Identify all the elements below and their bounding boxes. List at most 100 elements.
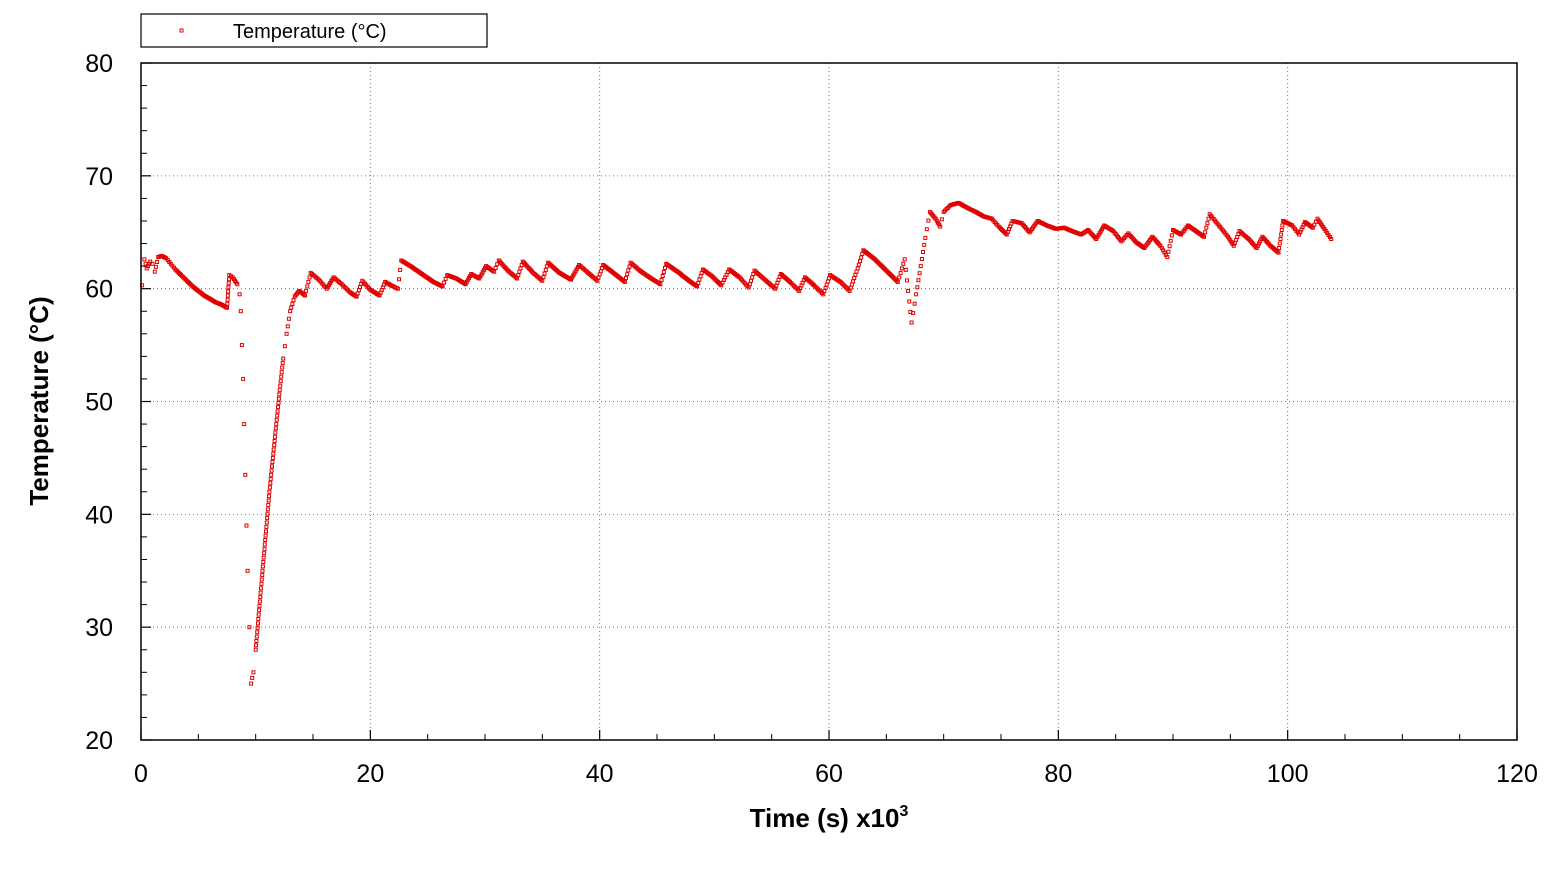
- data-point: [938, 224, 943, 229]
- data-point: [148, 259, 153, 264]
- data-point: [543, 267, 548, 272]
- data-point: [542, 271, 547, 276]
- data-point: [225, 305, 229, 310]
- x-tick-label: 80: [1044, 760, 1072, 788]
- data-point: [150, 261, 155, 266]
- data-point: [276, 400, 281, 405]
- data-point: [895, 279, 900, 284]
- data-point: [1278, 237, 1283, 241]
- data-point: [254, 634, 259, 639]
- data-point: [264, 529, 268, 534]
- data-point: [270, 455, 275, 460]
- x-axis-title-exponent: 3: [899, 803, 908, 820]
- data-point: [266, 502, 271, 507]
- data-point: [257, 603, 262, 608]
- data-point: [286, 316, 291, 321]
- legend-label: Temperature (°C): [233, 21, 387, 43]
- data-point: [443, 276, 448, 281]
- legend-marker: [179, 28, 184, 33]
- data-point: [256, 621, 260, 626]
- data-point: [257, 599, 262, 604]
- data-point: [898, 270, 903, 275]
- data-point: [918, 264, 923, 269]
- data-point: [258, 595, 263, 600]
- data-point: [237, 292, 242, 297]
- data-point: [661, 270, 666, 274]
- legend-box: [140, 13, 488, 48]
- data-point: [305, 284, 310, 289]
- data-point: [279, 374, 284, 379]
- data-point: [288, 309, 293, 314]
- data-point: [235, 282, 240, 287]
- data-point: [256, 612, 261, 617]
- data-point: [660, 274, 665, 278]
- data-point: [1204, 225, 1209, 230]
- data-point: [272, 443, 277, 448]
- data-point: [906, 288, 911, 293]
- data-point: [284, 331, 289, 336]
- data-point: [626, 268, 631, 273]
- data-point: [267, 494, 271, 499]
- data-point: [271, 451, 276, 456]
- data-point: [155, 260, 160, 264]
- y-tick-label: 30: [85, 614, 113, 642]
- data-point: [911, 311, 916, 316]
- data-point: [270, 464, 274, 469]
- data-point: [442, 280, 447, 285]
- data-point: [1277, 241, 1282, 246]
- data-point: [397, 277, 401, 282]
- x-tick-label: 0: [134, 760, 148, 788]
- data-point: [260, 573, 265, 578]
- data-point: [254, 643, 258, 648]
- data-point: [255, 630, 260, 635]
- data-point: [493, 266, 498, 270]
- data-point: [225, 301, 230, 306]
- data-point: [258, 590, 263, 595]
- data-point: [1166, 249, 1171, 254]
- data-point: [899, 266, 904, 271]
- data-point: [917, 271, 922, 276]
- data-point: [265, 511, 270, 516]
- data-point: [273, 434, 277, 439]
- data-point: [395, 286, 400, 291]
- data-point: [267, 485, 272, 490]
- data-point: [903, 267, 908, 272]
- data-point: [256, 617, 261, 621]
- data-point: [261, 555, 266, 560]
- data-point: [627, 264, 632, 269]
- data-point: [921, 250, 925, 254]
- data-point: [249, 681, 254, 686]
- data-point: [1280, 223, 1285, 228]
- data-point: [1206, 216, 1211, 221]
- data-point: [264, 520, 269, 525]
- y-tick-label: 80: [85, 50, 113, 78]
- data-point: [273, 430, 278, 435]
- data-point: [1279, 228, 1284, 232]
- data-point: [247, 625, 252, 630]
- data-point: [915, 285, 920, 290]
- data-point: [260, 564, 265, 569]
- x-tick-label: 60: [815, 760, 843, 788]
- data-point: [905, 278, 909, 283]
- data-point: [254, 639, 259, 643]
- data-point: [1168, 238, 1173, 243]
- data-point: [251, 670, 256, 675]
- y-tick-label: 70: [85, 163, 113, 191]
- data-point: [272, 439, 277, 443]
- data-point: [1277, 246, 1282, 250]
- data-point: [260, 568, 265, 573]
- data-point: [658, 282, 663, 287]
- legend: Temperature (°C): [140, 13, 488, 48]
- data-point: [540, 278, 545, 283]
- data-point: [250, 675, 255, 680]
- data-point: [1165, 255, 1170, 260]
- data-point: [226, 289, 231, 294]
- x-tick-label: 120: [1496, 760, 1538, 788]
- data-point: [285, 324, 290, 329]
- y-tick-label: 20: [85, 727, 113, 755]
- data-point: [264, 524, 269, 529]
- data-point: [278, 383, 283, 388]
- data-point: [239, 343, 244, 348]
